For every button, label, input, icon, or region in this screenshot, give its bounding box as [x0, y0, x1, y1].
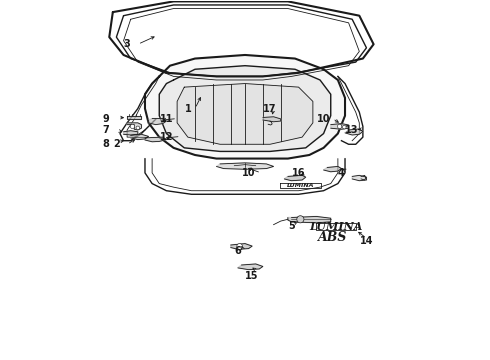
Text: 17: 17	[263, 104, 277, 113]
Polygon shape	[145, 137, 167, 142]
Polygon shape	[177, 84, 313, 144]
Text: 5: 5	[288, 221, 295, 231]
Circle shape	[237, 244, 243, 249]
Polygon shape	[331, 123, 348, 129]
Polygon shape	[284, 175, 306, 181]
Polygon shape	[123, 131, 138, 135]
Circle shape	[136, 126, 140, 130]
Text: 16: 16	[292, 168, 305, 178]
Text: LUMINA: LUMINA	[309, 221, 363, 232]
Polygon shape	[127, 123, 142, 130]
Polygon shape	[263, 117, 281, 122]
Circle shape	[338, 124, 342, 129]
Polygon shape	[345, 129, 363, 135]
Polygon shape	[352, 175, 367, 181]
Text: 4: 4	[338, 168, 345, 178]
Text: 2: 2	[113, 139, 120, 149]
Circle shape	[343, 125, 346, 129]
Polygon shape	[217, 163, 273, 169]
Text: 14: 14	[360, 236, 373, 246]
Polygon shape	[127, 116, 142, 119]
Text: 12: 12	[160, 132, 173, 142]
Text: 7: 7	[102, 125, 109, 135]
Text: 11: 11	[160, 114, 173, 124]
Text: LUMINA: LUMINA	[287, 183, 314, 188]
Polygon shape	[323, 166, 342, 172]
Text: 9: 9	[102, 114, 109, 124]
Polygon shape	[145, 55, 345, 158]
Text: 8: 8	[102, 139, 109, 149]
Text: 15: 15	[245, 271, 259, 282]
Polygon shape	[131, 134, 148, 140]
Polygon shape	[231, 244, 252, 249]
Text: 10: 10	[242, 168, 255, 178]
Text: 1: 1	[184, 104, 191, 113]
Polygon shape	[238, 264, 263, 270]
Text: 3: 3	[124, 39, 130, 49]
Text: ABS: ABS	[318, 231, 347, 244]
Text: 13: 13	[345, 125, 359, 135]
Circle shape	[297, 216, 304, 223]
Polygon shape	[148, 118, 167, 125]
Circle shape	[130, 124, 135, 129]
Text: 6: 6	[235, 247, 241, 256]
Polygon shape	[288, 216, 331, 223]
Polygon shape	[159, 66, 331, 152]
Text: 10: 10	[317, 114, 330, 124]
